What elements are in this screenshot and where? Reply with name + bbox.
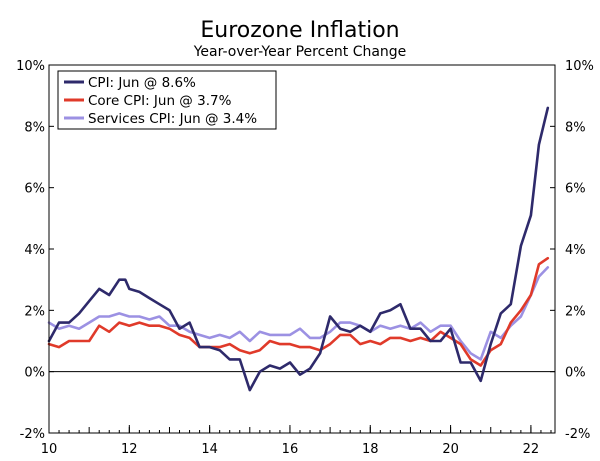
y-tick-label-left: 4% [24, 243, 45, 258]
y-tick-label-left: 0% [24, 366, 45, 381]
y-tick-label-left: 6% [24, 182, 45, 197]
chart-title: Eurozone Inflation [200, 18, 399, 43]
y-tick-label-left: 10% [16, 59, 45, 74]
legend-label-1: Core CPI: Jun @ 3.7% [88, 93, 232, 109]
y-tick-label-left: 8% [24, 120, 45, 135]
legend-box [57, 70, 277, 130]
x-tick-label: 12 [121, 442, 138, 457]
x-tick-label: 18 [362, 442, 379, 457]
y-tick-label-right: 0% [565, 366, 586, 381]
axis-layer: -2% -2% 0% 0% 2% 2% 4% 4% 6% 6% 8% 8% 10% 10% 10 12 14 16… [16, 59, 594, 457]
x-tick-label: 20 [442, 442, 459, 457]
x-tick-label: 22 [523, 442, 540, 457]
y-tick-label-left: -2% [20, 427, 45, 442]
chart-subtitle: Year-over-Year Percent Change [193, 44, 407, 60]
legend: CPI: Jun @ 8.6% Core CPI: Jun @ 3.7% Servi… [57, 70, 277, 130]
series-line-0 [47, 106, 550, 392]
y-tick-label-right: 4% [565, 243, 586, 258]
y-tick-label-right: 2% [565, 304, 586, 319]
y-tick-label-right: 10% [565, 59, 594, 74]
x-tick-label: 14 [201, 442, 218, 457]
legend-label-2: Services CPI: Jun @ 3.4% [88, 111, 257, 127]
y-tick-label-right: 8% [565, 120, 586, 135]
series-layer [47, 106, 550, 392]
x-tick-label: 10 [41, 442, 58, 457]
y-tick-label-right: 6% [565, 182, 586, 197]
legend-label-0: CPI: Jun @ 8.6% [88, 75, 196, 91]
x-tick-label: 16 [282, 442, 299, 457]
y-tick-label-left: 2% [24, 304, 45, 319]
series-line-2 [47, 266, 550, 361]
y-tick-label-right: -2% [565, 427, 590, 442]
series-line-1 [47, 256, 550, 367]
